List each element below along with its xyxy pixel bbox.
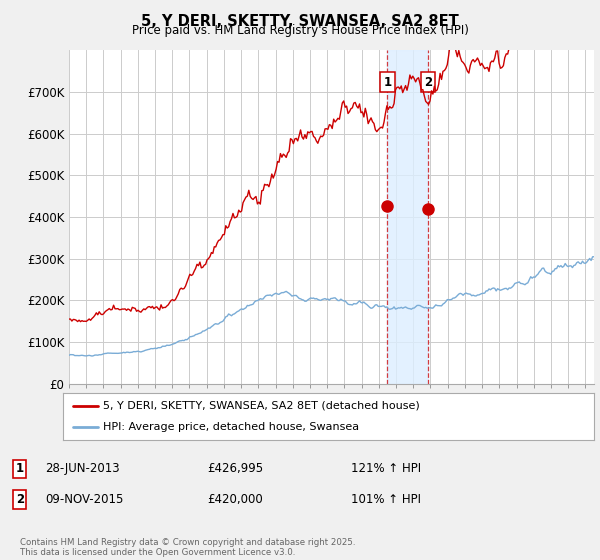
Text: 5, Y DERI, SKETTY, SWANSEA, SA2 8ET (detached house): 5, Y DERI, SKETTY, SWANSEA, SA2 8ET (det…	[103, 400, 419, 410]
Text: 101% ↑ HPI: 101% ↑ HPI	[351, 493, 421, 506]
Text: HPI: Average price, detached house, Swansea: HPI: Average price, detached house, Swan…	[103, 422, 359, 432]
Text: 1: 1	[16, 462, 24, 475]
Text: 28-JUN-2013: 28-JUN-2013	[45, 462, 119, 475]
Text: 121% ↑ HPI: 121% ↑ HPI	[351, 462, 421, 475]
Text: 2: 2	[424, 76, 432, 88]
Text: 2: 2	[16, 493, 24, 506]
Bar	[387, 50, 428, 384]
Text: £420,000: £420,000	[207, 493, 263, 506]
Text: Contains HM Land Registry data © Crown copyright and database right 2025.
This d: Contains HM Land Registry data © Crown c…	[20, 538, 355, 557]
Text: 1: 1	[383, 76, 391, 88]
Text: Price paid vs. HM Land Registry's House Price Index (HPI): Price paid vs. HM Land Registry's House …	[131, 24, 469, 37]
Text: 09-NOV-2015: 09-NOV-2015	[45, 493, 124, 506]
Text: £426,995: £426,995	[207, 462, 263, 475]
Text: 5, Y DERI, SKETTY, SWANSEA, SA2 8ET: 5, Y DERI, SKETTY, SWANSEA, SA2 8ET	[141, 14, 459, 29]
